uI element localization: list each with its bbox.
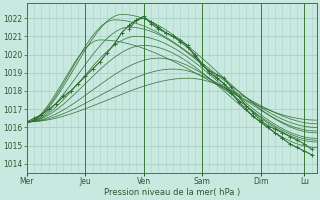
X-axis label: Pression niveau de la mer( hPa ): Pression niveau de la mer( hPa )	[104, 188, 240, 197]
